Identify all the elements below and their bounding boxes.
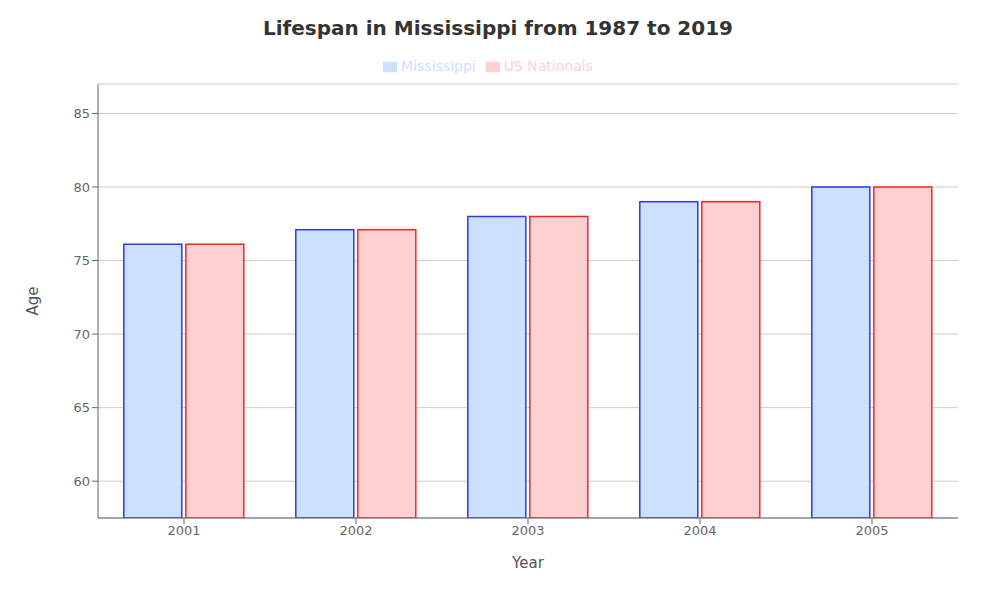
svg-text:75: 75 (73, 253, 90, 268)
svg-text:80: 80 (73, 180, 90, 195)
svg-text:2005: 2005 (855, 523, 888, 538)
html-text:Mississippi: Mississippi (401, 58, 476, 74)
svg-text:2003: 2003 (511, 523, 544, 538)
svg-text:85: 85 (73, 106, 90, 121)
svg-text:Age: Age (24, 286, 42, 315)
svg-text:60: 60 (73, 474, 90, 489)
svg-text:2004: 2004 (683, 523, 716, 538)
svg-text:70: 70 (73, 327, 90, 342)
svg-text:Year: Year (511, 554, 545, 572)
svg-text:2001: 2001 (167, 523, 200, 538)
html-text:US Nationals: US Nationals (503, 58, 593, 74)
svg-text:65: 65 (73, 400, 90, 415)
svg-text:2002: 2002 (339, 523, 372, 538)
html-text:Lifespan in Mississippi from 1: Lifespan in Mississippi from 1987 to 201… (263, 16, 733, 40)
